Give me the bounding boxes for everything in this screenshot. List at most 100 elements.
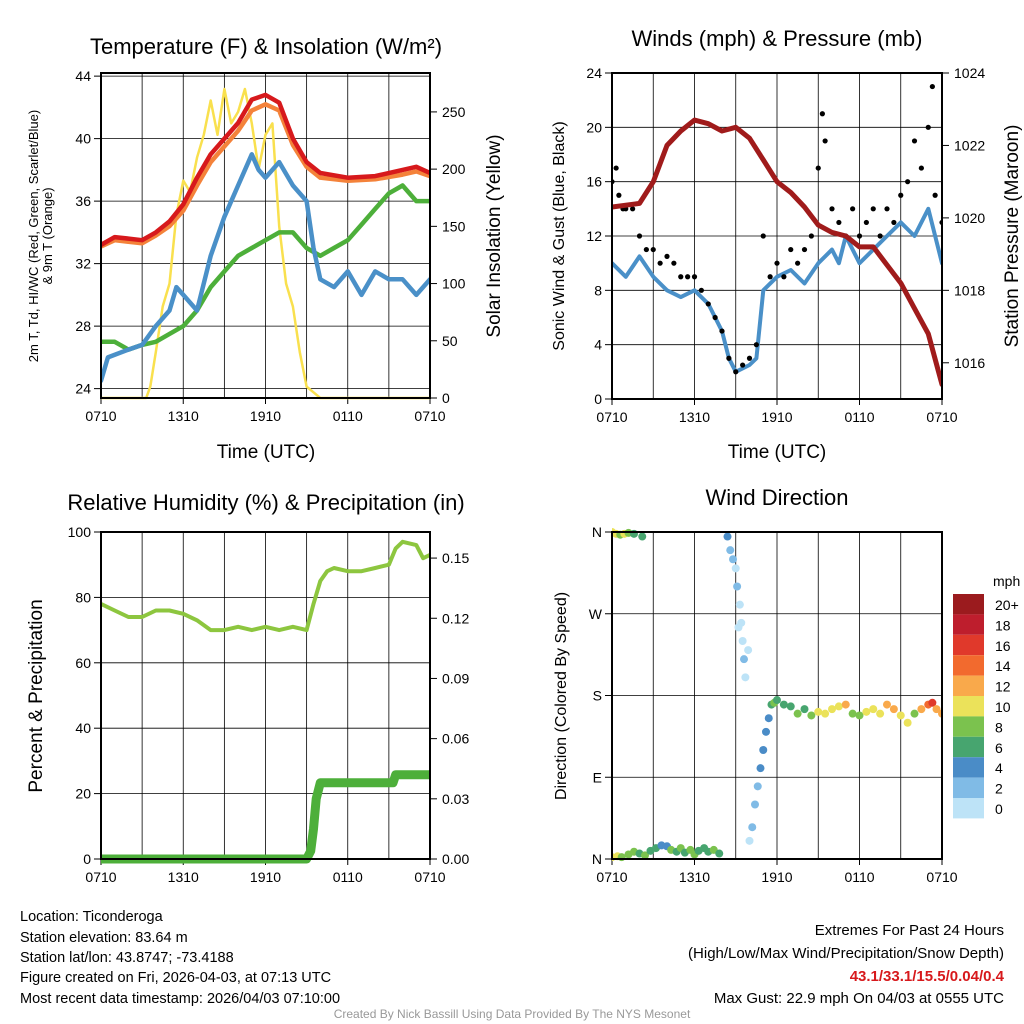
gust-point — [918, 165, 924, 171]
legend-swatch — [953, 736, 984, 758]
y-tick-label: 32 — [75, 256, 91, 272]
gust-point — [740, 362, 746, 368]
y2-tick-label: 1016 — [954, 355, 985, 371]
x-tick-label: 0710 — [85, 408, 116, 424]
gust-point — [613, 165, 619, 171]
x-tick-label: 0710 — [596, 869, 627, 885]
direction-point — [723, 532, 732, 541]
direction-point — [896, 711, 905, 720]
gust-point — [643, 246, 649, 253]
x-axis-label: Time (UTC) — [217, 442, 316, 463]
plot-frame — [611, 531, 943, 860]
extremes-values: 43.1/33.1/15.5/0.04/0.4 — [850, 968, 1005, 985]
panel-3: 0 20 40 60 80 100 0.00 0.03 0.06 0.09 0.12 0.15 0710… — [26, 490, 469, 885]
y-tick-label: E — [593, 769, 602, 785]
series-line-9m-temperature — [101, 102, 430, 249]
gust-point — [678, 274, 684, 280]
y2-tick-label: 250 — [442, 104, 466, 120]
series-line-sonic-wind — [612, 206, 942, 374]
direction-point — [773, 696, 781, 705]
chart-title: Winds (mph) & Pressure (mb) — [632, 26, 923, 51]
direction-point — [748, 823, 757, 832]
direction-point — [928, 698, 937, 707]
y-axis-label: Percent & Precipitation — [26, 599, 47, 792]
y2-tick-label: 0 — [442, 390, 450, 406]
legend-swatch — [953, 757, 984, 778]
gust-point — [877, 233, 883, 239]
legend-swatch — [953, 696, 984, 717]
chart-title: Relative Humidity (%) & Precipitation (i… — [67, 490, 464, 515]
gust-point — [698, 287, 704, 293]
gust-point — [664, 253, 670, 259]
gust-point — [712, 314, 718, 321]
chart-title: Wind Direction — [705, 485, 848, 510]
x-tick-label: 1310 — [168, 869, 199, 885]
y2-tick-label: 0.06 — [442, 731, 469, 747]
plot-frame — [100, 531, 431, 860]
footer-created: Figure created on Fri, 2026-04-03, at 07… — [20, 970, 331, 986]
gust-point — [925, 124, 931, 130]
legend-label: 12 — [995, 679, 1011, 695]
direction-point — [641, 851, 649, 860]
x-tick-label: 1310 — [168, 408, 199, 424]
x-tick-label: 0110 — [844, 869, 874, 885]
direction-point — [848, 709, 857, 718]
chart-title: Temperature (F) & Insolation (W/m²) — [90, 34, 442, 59]
y-tick-label: 36 — [75, 193, 91, 209]
series-line-precipitation — [101, 770, 430, 864]
gust-point — [911, 138, 918, 144]
x-tick-label: 0110 — [333, 408, 363, 424]
legend-label: 16 — [995, 638, 1011, 654]
gust-point — [856, 233, 863, 239]
gust-point — [836, 219, 842, 226]
direction-point — [834, 702, 843, 711]
direction-point — [745, 836, 754, 845]
gust-point — [781, 274, 787, 280]
y2-tick-label: 100 — [442, 276, 466, 292]
plot-frame — [611, 72, 943, 400]
direction-point — [910, 709, 919, 718]
legend-label: 10 — [995, 699, 1011, 715]
x-tick-label: 1910 — [761, 869, 792, 885]
y2-tick-label: 1018 — [954, 282, 985, 298]
gust-point — [650, 246, 656, 253]
gust-point — [691, 274, 698, 280]
direction-point — [876, 709, 885, 718]
series-group — [101, 87, 430, 400]
y2-tick-label: 1022 — [954, 137, 985, 153]
gust-point — [719, 328, 725, 334]
direction-point — [779, 700, 788, 709]
panel-1: 24 28 32 36 40 44 0 50 100 150 200 250 0710 1310 1910 0… — [26, 34, 505, 463]
direction-point — [793, 709, 802, 718]
gust-point — [884, 206, 890, 212]
direction-point — [917, 705, 926, 714]
gust-point — [767, 274, 773, 280]
series-line-2m-temperature — [101, 92, 430, 248]
gust-point — [705, 301, 711, 307]
y-axis-label: & 9m T (Orange) — [40, 187, 55, 284]
direction-point — [726, 546, 735, 555]
direction-point — [862, 707, 871, 716]
gust-point — [795, 260, 801, 266]
y-tick-label: 40 — [75, 131, 91, 147]
footer-recent: Most recent data timestamp: 2026/04/03 0… — [20, 991, 340, 1007]
panel-4: N E S W N 0710 1310 1910 0110 0710 mph 20+ 18 16 14 12 1… — [553, 485, 1020, 885]
direction-point — [729, 555, 737, 564]
direction-point — [786, 702, 795, 711]
x-tick-label: 0110 — [333, 869, 363, 885]
y-tick-label: 80 — [75, 589, 91, 605]
gust-point — [863, 219, 869, 226]
speed-legend: mph 20+ 18 16 14 12 10 8 6 4 2 0 — [953, 573, 1020, 819]
direction-point — [734, 623, 743, 632]
footer-latlon: Station lat/lon: 43.8747; -73.4188 — [20, 950, 234, 966]
y-tick-label: 40 — [75, 720, 91, 736]
max-gust: Max Gust: 22.9 mph On 04/03 at 0555 UTC — [714, 990, 1004, 1007]
series-group — [612, 83, 942, 387]
gust-point — [850, 206, 856, 212]
y2-tick-label: 1020 — [954, 210, 985, 226]
gust-point — [746, 355, 753, 361]
direction-point — [738, 637, 747, 645]
y2-tick-label: 1024 — [954, 65, 985, 81]
direction-point — [762, 727, 770, 736]
series-line-solar-insolation — [101, 87, 430, 400]
